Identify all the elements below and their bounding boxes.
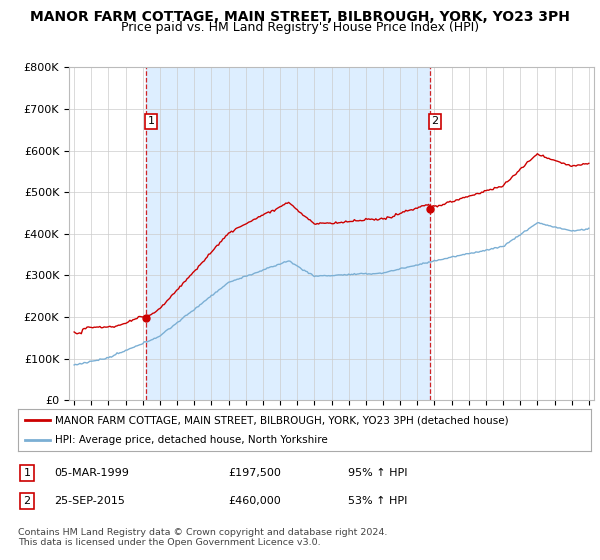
Text: £460,000: £460,000 (228, 496, 281, 506)
Text: 2: 2 (23, 496, 31, 506)
Text: 1: 1 (148, 116, 154, 127)
Text: MANOR FARM COTTAGE, MAIN STREET, BILBROUGH, YORK, YO23 3PH: MANOR FARM COTTAGE, MAIN STREET, BILBROU… (30, 10, 570, 24)
Text: 2: 2 (431, 116, 439, 127)
Text: MANOR FARM COTTAGE, MAIN STREET, BILBROUGH, YORK, YO23 3PH (detached house): MANOR FARM COTTAGE, MAIN STREET, BILBROU… (55, 415, 509, 425)
Text: 05-MAR-1999: 05-MAR-1999 (54, 468, 129, 478)
Text: Contains HM Land Registry data © Crown copyright and database right 2024.
This d: Contains HM Land Registry data © Crown c… (18, 528, 388, 547)
Text: 95% ↑ HPI: 95% ↑ HPI (348, 468, 407, 478)
Text: £197,500: £197,500 (228, 468, 281, 478)
Bar (146, 67, 430, 400)
Text: HPI: Average price, detached house, North Yorkshire: HPI: Average price, detached house, Nort… (55, 435, 328, 445)
Text: 53% ↑ HPI: 53% ↑ HPI (348, 496, 407, 506)
Text: Price paid vs. HM Land Registry's House Price Index (HPI): Price paid vs. HM Land Registry's House … (121, 21, 479, 34)
Text: 25-SEP-2015: 25-SEP-2015 (54, 496, 125, 506)
Text: 1: 1 (23, 468, 31, 478)
